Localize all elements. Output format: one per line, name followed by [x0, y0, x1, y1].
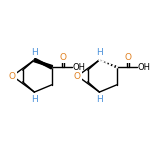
Text: H: H — [31, 48, 38, 57]
Text: H: H — [31, 95, 38, 104]
Text: O: O — [74, 71, 81, 81]
Text: H: H — [96, 48, 103, 57]
Text: O: O — [59, 53, 66, 62]
Polygon shape — [34, 58, 52, 67]
Text: O: O — [124, 53, 131, 62]
Text: OH: OH — [138, 63, 151, 72]
Text: OH: OH — [73, 63, 86, 72]
Text: O: O — [9, 71, 16, 81]
Polygon shape — [34, 60, 53, 69]
Text: H: H — [96, 95, 103, 104]
